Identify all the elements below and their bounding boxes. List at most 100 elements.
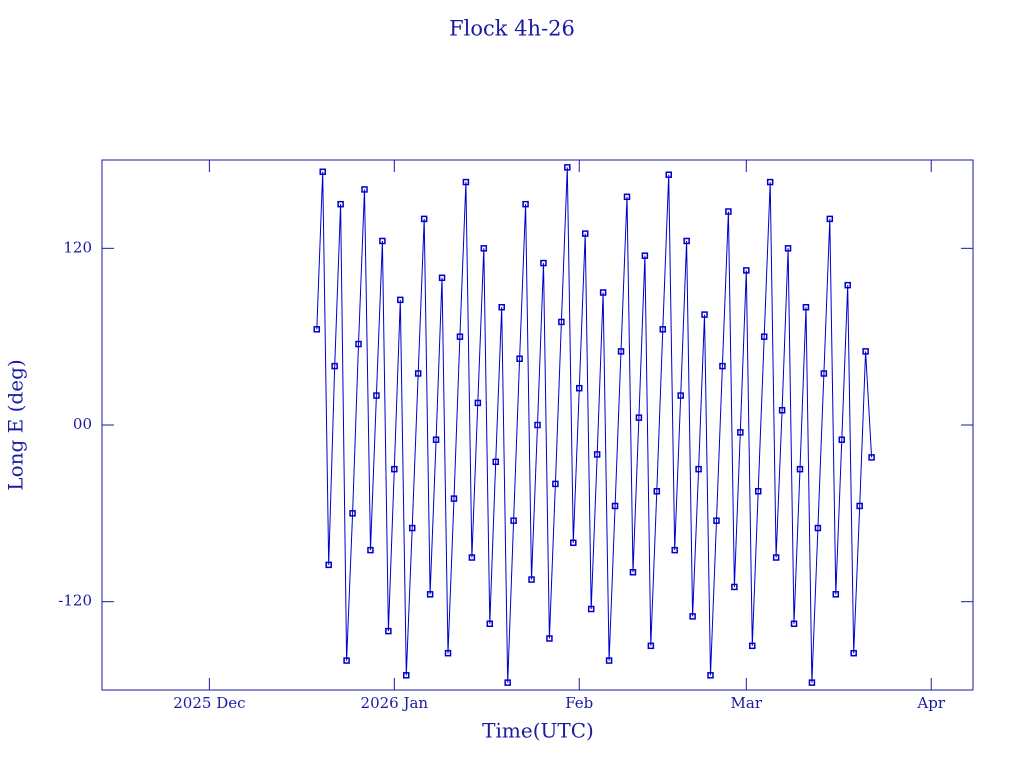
data-point (576, 384, 583, 392)
x-axis-label: Time(UTC) (482, 719, 594, 743)
data-point (391, 465, 398, 473)
data-point (820, 370, 828, 377)
data-point (462, 178, 470, 186)
data-point (480, 245, 488, 252)
data-point (677, 392, 684, 399)
data-point (403, 672, 410, 679)
data-point (373, 392, 380, 399)
data-point (540, 259, 547, 267)
data-point (707, 672, 714, 679)
data-point (713, 517, 720, 524)
data-point (331, 362, 338, 370)
data-point (558, 318, 565, 326)
data-point (432, 436, 440, 443)
data-point (665, 171, 672, 178)
data-point (397, 296, 404, 304)
data-point (850, 649, 857, 657)
data-point (778, 407, 786, 414)
data-point (313, 326, 321, 333)
data-point (653, 488, 661, 495)
data-point (635, 414, 643, 421)
data-point (546, 635, 553, 642)
data-point (337, 200, 344, 208)
data-point (617, 348, 625, 355)
data-point (319, 168, 326, 176)
data-point (844, 281, 851, 289)
data-point (760, 333, 768, 340)
data-point (629, 568, 637, 576)
data-point (814, 524, 822, 532)
data-point (498, 303, 505, 311)
data-point (593, 451, 601, 458)
data-point (426, 591, 434, 598)
data-point (808, 679, 816, 686)
data-point (695, 465, 702, 473)
data-point (379, 237, 386, 245)
data-point (510, 517, 517, 524)
data-point (504, 679, 511, 686)
data-point (838, 436, 846, 443)
x-tick-label: 2025 Dec (173, 694, 245, 712)
data-point (570, 539, 577, 547)
data-point (647, 642, 655, 650)
data-point (581, 230, 589, 237)
data-point (522, 200, 529, 208)
data-point (355, 340, 362, 348)
data-point (444, 649, 452, 657)
data-point (587, 605, 595, 613)
data-point (349, 510, 356, 517)
data-point (611, 502, 619, 510)
data-point (701, 311, 708, 318)
data-point (450, 495, 458, 502)
data-point (516, 355, 523, 362)
data-point (719, 362, 726, 370)
data-point (456, 333, 464, 340)
x-tick-label: 2026 Jan (361, 694, 429, 712)
data-point (772, 554, 780, 561)
data-point (862, 348, 869, 355)
data-point (796, 465, 804, 473)
data-point (749, 642, 756, 650)
data-point (754, 488, 762, 495)
data-point (790, 620, 798, 627)
y-tick-label: 120 (63, 238, 92, 256)
data-point (659, 326, 667, 333)
data-point (438, 274, 446, 282)
data-point (474, 399, 482, 407)
y-axis-label: Long E (deg) (4, 359, 28, 490)
data-point (486, 620, 494, 627)
data-point (385, 627, 392, 635)
y-tick-label: -120 (58, 592, 92, 610)
data-point (325, 561, 332, 569)
chart-title: Flock 4h-26 (449, 17, 575, 41)
data-point (343, 657, 350, 664)
data-point (868, 454, 875, 461)
data-point (737, 429, 744, 436)
data-point (492, 458, 499, 466)
data-point (528, 576, 535, 583)
data-point (671, 546, 678, 554)
data-point (468, 554, 476, 561)
y-tick-label: 00 (73, 415, 92, 433)
data-point (414, 370, 422, 377)
data-point (826, 215, 834, 223)
x-tick-label: Feb (565, 694, 593, 712)
data-point (623, 193, 631, 201)
data-point (784, 245, 792, 252)
data-point (856, 502, 863, 510)
data-point (731, 583, 738, 591)
data-point (802, 303, 810, 311)
data-point (683, 237, 690, 245)
data-point (564, 164, 571, 171)
data-point (743, 267, 750, 274)
data-point (832, 591, 840, 598)
data-point (605, 657, 613, 664)
data-point (361, 186, 368, 193)
data-point (641, 252, 649, 259)
data-point (534, 421, 541, 429)
data-point (766, 178, 774, 186)
series-line (316, 167, 873, 683)
x-tick-label: Apr (916, 694, 945, 712)
